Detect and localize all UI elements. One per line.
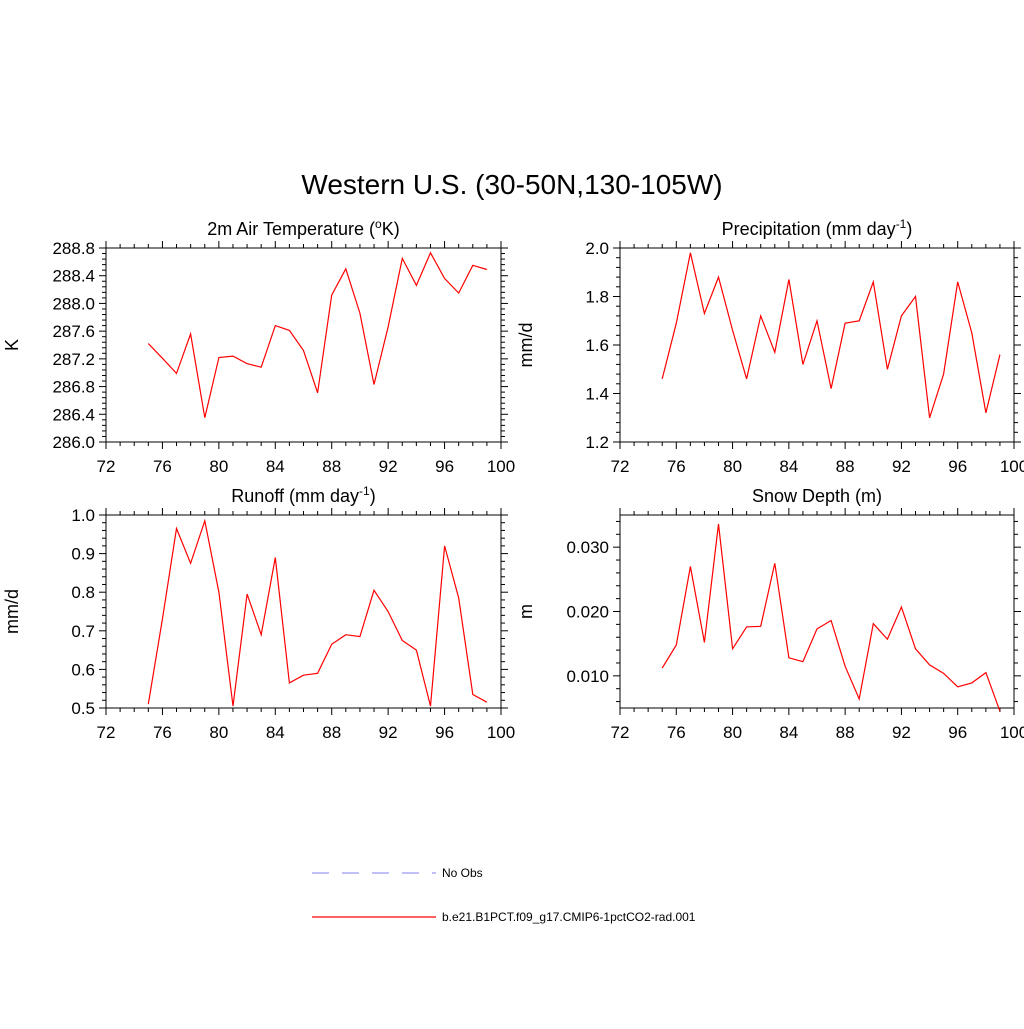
plot-frame [105,514,502,709]
x-tick-label: 76 [153,457,172,476]
x-tick-label: 72 [97,457,116,476]
panel-title-main: Precipitation (mm day [722,219,896,239]
panel-title-superscript: o [375,217,382,231]
x-tick-label: 76 [153,723,172,742]
x-tick-label: 100 [487,723,515,742]
panel-title-superscript: -1 [896,217,907,231]
y-tick-label: 286.8 [52,378,95,397]
y-tick-label: 286.4 [52,405,95,424]
y-tick-label: 0.020 [566,603,609,622]
y-tick-label: 288.8 [52,239,95,258]
panels: 2m Air Temperature (oK) K 72 76 80 84 88 92 96 10… [2,217,1024,742]
y-axis-label: mm/d [2,589,22,634]
panel-title-superscript: -1 [359,484,370,498]
x-tick-label: 72 [97,723,116,742]
y-tick-label: 288.0 [52,294,95,313]
plot-frame [619,514,1015,709]
x-tick-label: 92 [379,723,398,742]
y-tick-label: 0.9 [71,545,95,564]
panel-title-main: Runoff (mm day [231,486,359,506]
x-tick-label: 96 [948,457,967,476]
y-tick-label: 0.6 [71,660,95,679]
series-line [661,523,1001,712]
x-tick-label: 92 [892,457,911,476]
y-tick-label: 0.030 [566,538,609,557]
panel-2: Precipitation (mm day-1) mm/d 72 76 80 84 88 92… [516,217,1024,476]
panel-title-end: K) [382,219,400,239]
panel-title: 2m Air Temperature (oK) [207,217,399,239]
x-tick-label: 84 [266,723,285,742]
x-tick-label: 88 [322,723,341,742]
plot-frame [105,247,502,443]
series-line [147,518,488,707]
y-tick-label: 0.010 [566,667,609,686]
y-tick-label: 287.6 [52,322,95,341]
x-tick-label: 76 [667,457,686,476]
y-tick-label: 0.5 [71,699,95,718]
panel-title: Precipitation (mm day-1) [722,217,913,239]
x-tick-label: 88 [322,457,341,476]
x-tick-label: 96 [435,723,454,742]
panel-title: Snow Depth (m) [752,486,882,506]
y-tick-label: 1.4 [585,385,609,404]
x-tick-label: 80 [723,457,742,476]
y-tick-label: 1.0 [71,506,95,525]
panel-1: 2m Air Temperature (oK) K 72 76 80 84 88 92 96 10… [2,217,515,476]
x-tick-label: 100 [487,457,515,476]
x-tick-label: 96 [948,723,967,742]
panel-title: Runoff (mm day-1) [231,484,375,506]
x-tick-label: 76 [667,723,686,742]
x-tick-label: 92 [892,723,911,742]
y-axis-label: K [2,339,22,351]
x-tick-label: 88 [836,457,855,476]
figure-title: Western U.S. (30-50N,130-105W) [301,169,722,200]
y-tick-label: 1.8 [585,288,609,307]
y-tick-label: 287.2 [52,350,95,369]
x-tick-label: 80 [209,723,228,742]
panel-title-main: 2m Air Temperature ( [207,219,375,239]
legend-label: No Obs [442,866,483,880]
legend-label: b.e21.B1PCT.f09_g17.CMIP6-1pctCO2-rad.00… [442,910,696,924]
panel-4: Snow Depth (m) m 72 76 80 84 88 92 96 100 0.010 0.0… [516,486,1024,742]
x-tick-label: 84 [266,457,285,476]
panel-title-end: ) [370,486,376,506]
y-tick-label: 0.7 [71,622,95,641]
x-tick-label: 88 [836,723,855,742]
x-tick-label: 100 [1000,457,1024,476]
x-tick-label: 96 [435,457,454,476]
panel-title-end: ) [906,219,912,239]
y-tick-label: 2.0 [585,239,609,258]
x-tick-label: 80 [723,723,742,742]
x-tick-label: 80 [209,457,228,476]
series-line [661,252,1001,418]
y-axis-label: mm/d [516,323,536,368]
x-tick-label: 72 [611,723,630,742]
x-tick-label: 100 [1000,723,1024,742]
y-tick-label: 0.8 [71,583,95,602]
y-tick-label: 286.0 [52,433,95,452]
panel-title-main: Snow Depth (m) [752,486,882,506]
panel-3: Runoff (mm day-1) mm/d 72 76 80 84 88 92 96 100 0.… [2,484,515,742]
x-tick-label: 72 [611,457,630,476]
x-tick-label: 92 [379,457,398,476]
x-tick-label: 84 [779,723,798,742]
y-tick-label: 1.2 [585,433,609,452]
y-tick-label: 288.4 [52,267,95,286]
y-tick-label: 1.6 [585,336,609,355]
y-axis-label: m [516,604,536,619]
plot-frame [619,247,1015,443]
series-line [147,251,488,418]
legend: No Obs b.e21.B1PCT.f09_g17.CMIP6-1pctCO2-… [312,866,696,924]
x-tick-label: 84 [779,457,798,476]
